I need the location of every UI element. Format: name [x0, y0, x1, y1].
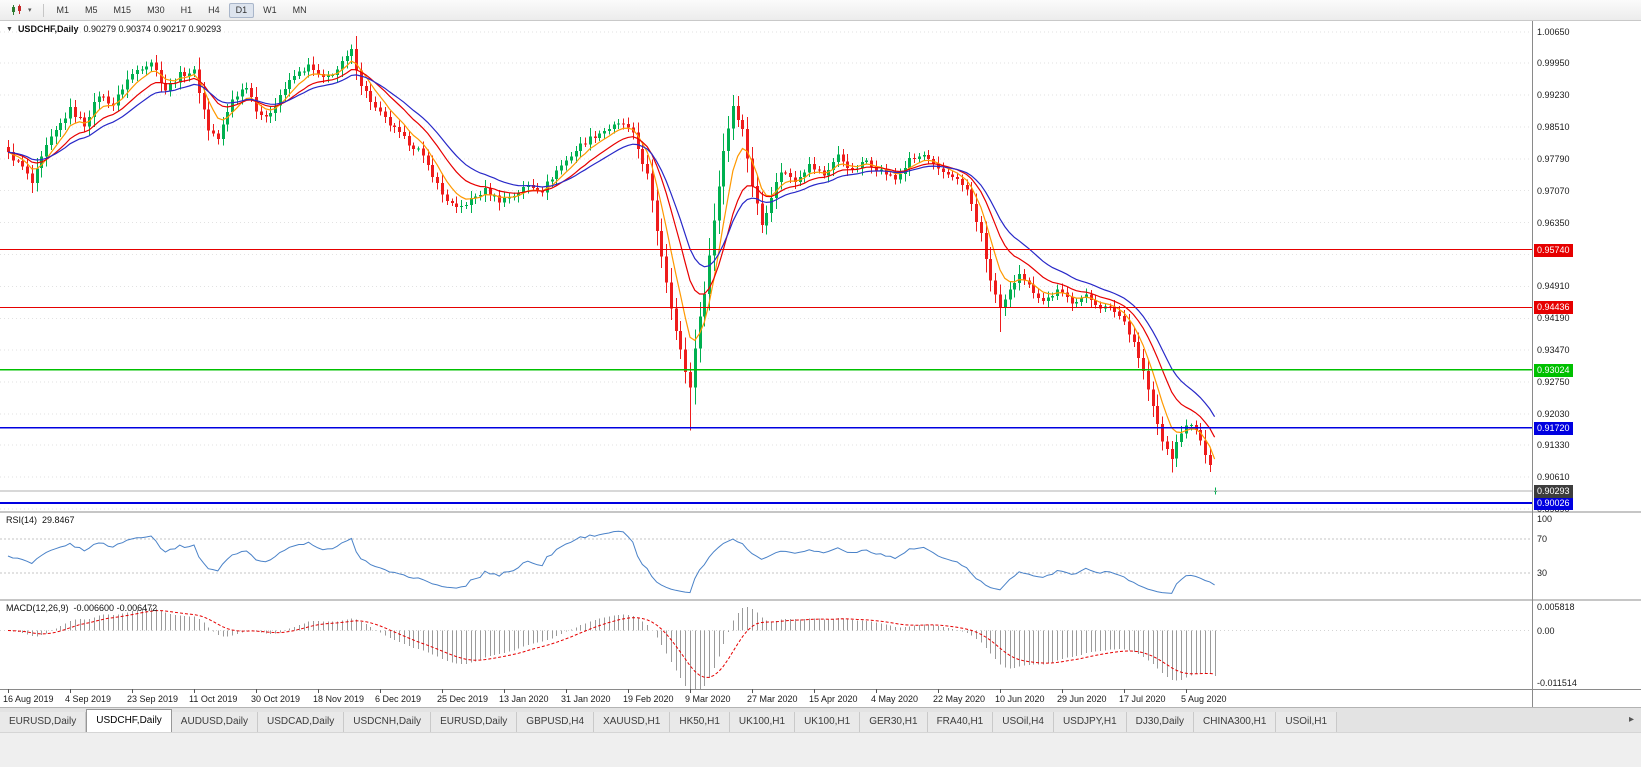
timeframe-button-m5[interactable]: M5	[85, 4, 98, 15]
timeframe-button-h4[interactable]: H4	[208, 4, 220, 15]
macd-name: MACD(12,26,9)	[6, 603, 69, 613]
chart-tab-hk50-h1[interactable]: HK50,H1	[670, 712, 730, 732]
chart-title: ▼ USDCHF,Daily 0.90279 0.90374 0.90217 0…	[6, 24, 221, 34]
collapse-chart-icon[interactable]: ▼	[6, 25, 13, 33]
chart-tab-dj30-daily[interactable]: DJ30,Daily	[1126, 712, 1195, 732]
timeframe-button-group: M1 M5 M15 M30 H1 H4 D1 W1 MN	[49, 2, 315, 18]
timeframe-button-m1[interactable]: M1	[56, 4, 70, 15]
chart-tabs: EURUSD,Daily USDCHF,Daily AUDUSD,Daily USDC…	[0, 709, 1338, 732]
tab-overflow-arrow[interactable]: ▸	[1628, 714, 1634, 725]
chart-tab-usdcad-daily[interactable]: USDCAD,Daily	[258, 712, 345, 732]
chart-tab-uk100-h1[interactable]: UK100,H1	[795, 712, 861, 732]
timeframe-button-d1[interactable]: D1	[228, 2, 255, 18]
chart-tab-gbpusd-h4[interactable]: GBPUSD,H4	[517, 712, 595, 732]
chart-tab-usdchf-daily[interactable]: USDCHF,Daily	[86, 709, 172, 732]
price-chart-canvas[interactable]	[0, 21, 1641, 707]
timeframe-button-mn[interactable]: MN	[292, 4, 307, 15]
chart-tab-eurusd-daily[interactable]: EURUSD,Daily	[431, 712, 518, 732]
chart-tab-audusd-daily[interactable]: AUDUSD,Daily	[171, 712, 259, 732]
macd-values: -0.006600 -0.006472	[73, 603, 158, 613]
chart-tab-usdcnh-daily[interactable]: USDCNH,Daily	[344, 712, 432, 732]
dropdown-caret-icon: ▾	[28, 6, 32, 14]
chart-tab-usoil-h4[interactable]: USOil,H4	[993, 712, 1054, 732]
rsi-name: RSI(14)	[6, 515, 38, 525]
timeframe-button-m30[interactable]: M30	[147, 4, 165, 15]
chart-tab-bar: EURUSD,Daily USDCHF,Daily AUDUSD,Daily USDC…	[0, 707, 1641, 732]
rsi-value: 29.8467	[42, 515, 75, 525]
candlestick-chart-icon	[12, 4, 21, 15]
status-bar	[0, 732, 1641, 767]
chart-type-button[interactable]: ▾	[5, 2, 37, 18]
chart-tab-fra40-h1[interactable]: FRA40,H1	[927, 712, 994, 732]
chart-tab-eurusd-daily[interactable]: EURUSD,Daily	[0, 712, 87, 732]
chart-tab-uk100-h1[interactable]: UK100,H1	[729, 712, 796, 732]
chart-symbol-period: USDCHF,Daily	[17, 24, 79, 34]
timeframe-button-h1[interactable]: H1	[180, 4, 193, 15]
timeframe-button-m15[interactable]: M15	[113, 4, 132, 15]
macd-indicator-label: MACD(12,26,9) -0.006600 -0.006472	[6, 603, 157, 613]
chart-tab-usoil-h1[interactable]: USOil,H1	[1276, 712, 1338, 732]
chart-region: 1.00650 0.99950 0.99230 0.98510 0.97790 0.970…	[0, 21, 1641, 707]
toolbar-separator	[42, 3, 44, 17]
chart-tab-ger30-h1[interactable]: GER30,H1	[860, 712, 928, 732]
chart-tab-xauusd-h1[interactable]: XAUUSD,H1	[594, 712, 671, 732]
chart-ohlc-values: 0.90279 0.90374 0.90217 0.90293	[83, 24, 222, 34]
timeframe-button-w1[interactable]: W1	[263, 4, 277, 15]
chart-tab-china300-h1[interactable]: CHINA300,H1	[1194, 712, 1277, 732]
timeframe-toolbar: ▾ M1 M5 M15 M30 H1 H4 D1 W1 MN	[0, 0, 1641, 21]
rsi-indicator-label: RSI(14) 29.8467	[6, 515, 75, 525]
chart-tab-usdjpy-h1[interactable]: USDJPY,H1	[1053, 712, 1127, 732]
